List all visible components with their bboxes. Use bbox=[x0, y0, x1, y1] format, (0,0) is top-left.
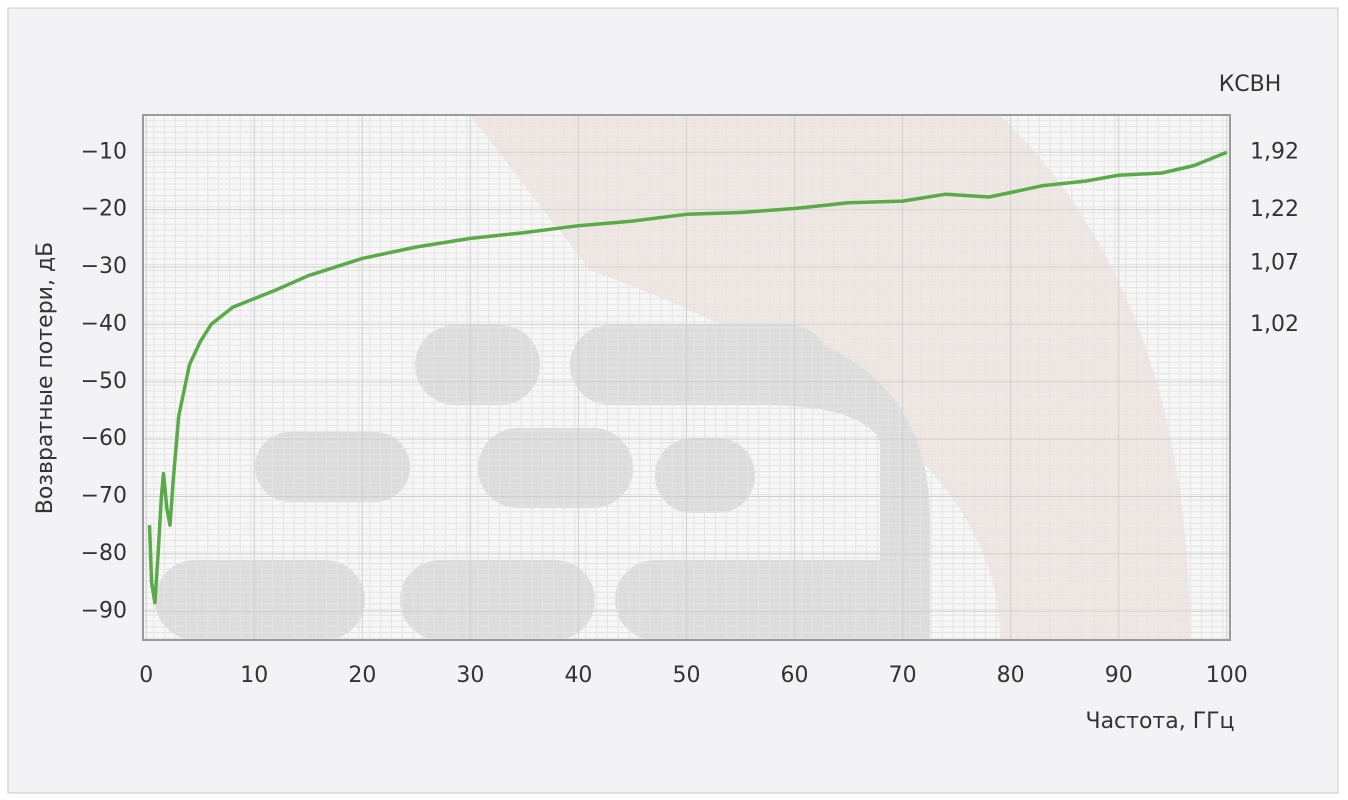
x-tick-label: 100 bbox=[1206, 663, 1248, 688]
x-tick-label: 60 bbox=[781, 663, 809, 688]
x-tick-label: 30 bbox=[456, 663, 484, 688]
x-tick-label: 50 bbox=[673, 663, 701, 688]
y2-tick-label: 1,92 bbox=[1250, 139, 1299, 164]
data-line bbox=[147, 150, 1228, 605]
x-tick-label: 10 bbox=[240, 663, 268, 688]
x-tick-label: 70 bbox=[889, 663, 917, 688]
y-tick-label: −90 bbox=[81, 598, 127, 623]
plot-frame bbox=[142, 114, 1231, 641]
y-tick-label: −40 bbox=[81, 311, 127, 336]
x-tick-label: 90 bbox=[1105, 663, 1133, 688]
y-tick-label: −80 bbox=[81, 541, 127, 566]
y-axis-title: Возвратные потери, дБ bbox=[33, 242, 58, 515]
x-axis-title: Частота, ГГц bbox=[1085, 709, 1234, 734]
y-tick-label: −20 bbox=[81, 197, 127, 222]
y2-axis-title: КСВН bbox=[1219, 72, 1282, 97]
x-tick-label: 80 bbox=[997, 663, 1025, 688]
x-tick-label: 0 bbox=[139, 663, 153, 688]
x-tick-label: 40 bbox=[564, 663, 592, 688]
y-tick-label: −70 bbox=[81, 484, 127, 509]
y2-tick-label: 1,22 bbox=[1250, 197, 1299, 222]
x-tick-label: 20 bbox=[348, 663, 376, 688]
y2-tick-label: 1,02 bbox=[1250, 312, 1299, 337]
y-tick-label: −30 bbox=[81, 254, 127, 279]
y-tick-label: −10 bbox=[81, 139, 127, 164]
y2-tick-label: 1,07 bbox=[1250, 251, 1299, 276]
y-tick-label: −60 bbox=[81, 426, 127, 451]
y-tick-label: −50 bbox=[81, 369, 127, 394]
